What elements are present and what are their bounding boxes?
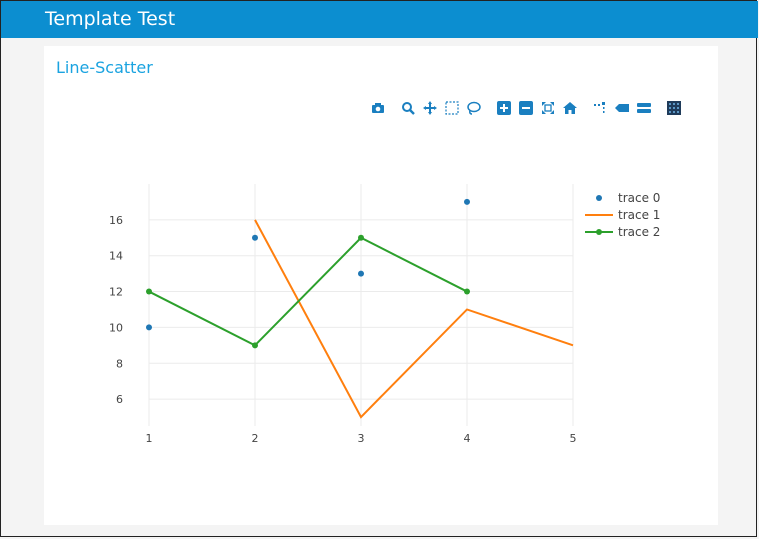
- zoom-out-icon[interactable]: [518, 100, 534, 116]
- legend-label: trace 1: [618, 208, 660, 222]
- x-tick-label: 4: [464, 432, 471, 445]
- data-point: [464, 288, 470, 295]
- modebar: [370, 99, 688, 117]
- hover-closest-icon[interactable]: [614, 100, 630, 116]
- y-tick-label: 10: [109, 321, 123, 334]
- spike-lines-icon[interactable]: [592, 100, 608, 116]
- y-tick-label: 14: [109, 250, 123, 263]
- autoscale-icon[interactable]: [540, 100, 556, 116]
- box-select-icon[interactable]: [444, 100, 460, 116]
- legend-item: trace 0: [596, 191, 660, 205]
- x-tick-label: 5: [570, 432, 577, 445]
- series-trace-1: [254, 219, 574, 419]
- zoom-icon[interactable]: [400, 100, 416, 116]
- plotly-logo-icon[interactable]: [666, 100, 682, 116]
- camera-icon[interactable]: [370, 100, 386, 116]
- data-point: [358, 270, 364, 277]
- y-tick-label: 12: [109, 286, 123, 299]
- legend-marker: [596, 195, 602, 201]
- chart-card: Line-Scatter: [44, 46, 718, 525]
- series-layer: [146, 198, 574, 419]
- data-point: [358, 234, 364, 241]
- data-point: [252, 234, 258, 241]
- x-tick-label: 3: [358, 432, 365, 445]
- y-tick-label: 8: [116, 357, 123, 370]
- data-point: [146, 288, 152, 295]
- data-point: [464, 198, 470, 205]
- chart-card-title: Line-Scatter: [56, 58, 153, 77]
- data-point: [252, 342, 258, 349]
- x-tick-label: 1: [146, 432, 153, 445]
- hover-compare-icon[interactable]: [636, 100, 652, 116]
- y-tick-label: 6: [116, 393, 123, 406]
- series-line: [254, 219, 574, 419]
- home-icon[interactable]: [562, 100, 578, 116]
- legend-item: trace 1: [585, 208, 660, 222]
- data-point: [146, 324, 152, 331]
- legend-item: trace 2: [585, 225, 660, 239]
- x-tick-label: 2: [252, 432, 259, 445]
- series-trace-0: [146, 198, 470, 331]
- legend-marker: [596, 229, 602, 235]
- lasso-icon[interactable]: [466, 100, 482, 116]
- legend-label: trace 0: [618, 191, 660, 205]
- pan-icon[interactable]: [422, 100, 438, 116]
- title-bar: Template Test: [1, 1, 758, 38]
- grid-lines: [148, 184, 574, 426]
- series-line: [148, 236, 468, 347]
- legend: trace 0 trace 1 trace 2: [585, 191, 660, 239]
- series-trace-2: [146, 234, 470, 349]
- zoom-in-icon[interactable]: [496, 100, 512, 116]
- y-tick-label: 16: [109, 214, 123, 227]
- legend-label: trace 2: [618, 225, 660, 239]
- app-title: Template Test: [45, 8, 176, 30]
